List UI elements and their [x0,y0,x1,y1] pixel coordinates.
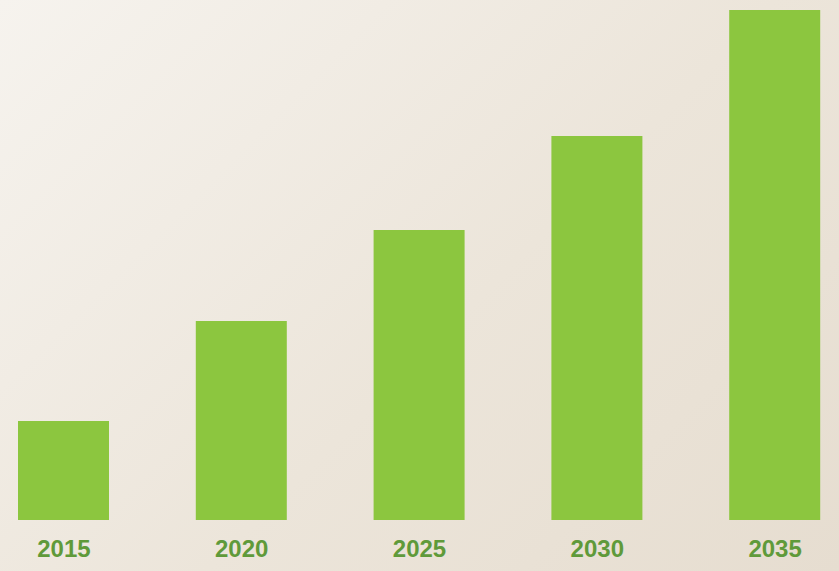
svg-text:2030: 2030 [571,535,624,562]
svg-text:2015: 2015 [37,535,90,562]
svg-text:2020: 2020 [215,535,268,562]
svg-text:2035: 2035 [748,535,801,562]
svg-text:2025: 2025 [393,535,446,562]
